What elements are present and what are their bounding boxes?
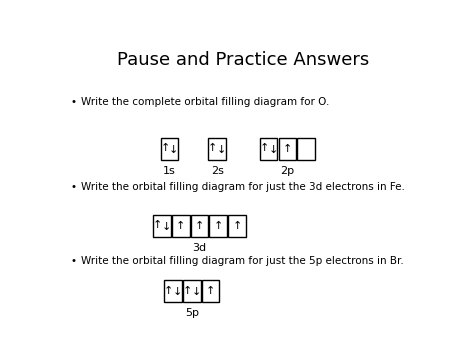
Text: Write the orbital filling diagram for just the 5p electrons in Br.: Write the orbital filling diagram for ju…	[82, 256, 404, 266]
Bar	[172, 215, 190, 237]
Bar	[161, 138, 178, 160]
Text: ↑: ↑	[232, 221, 242, 231]
Text: ↑: ↑	[160, 143, 170, 153]
Text: ↑: ↑	[164, 285, 173, 295]
Bar	[153, 215, 171, 237]
Text: •: •	[70, 256, 76, 266]
Bar	[209, 138, 226, 160]
Text: ↑: ↑	[260, 143, 269, 153]
Bar	[260, 138, 277, 160]
Bar	[297, 138, 315, 160]
Text: ↓: ↓	[162, 222, 171, 231]
Text: 3d: 3d	[192, 243, 207, 253]
Text: ↓: ↓	[191, 287, 201, 297]
Bar	[279, 138, 296, 160]
Text: Write the orbital filling diagram for just the 3d electrons in Fe.: Write the orbital filling diagram for ju…	[82, 182, 405, 192]
Text: •: •	[70, 97, 76, 107]
Bar	[164, 280, 182, 302]
Text: 2p: 2p	[280, 166, 294, 176]
Text: 1s: 1s	[163, 166, 176, 176]
Text: ↓: ↓	[268, 145, 278, 155]
Text: ↑: ↑	[283, 144, 292, 154]
Bar	[202, 280, 219, 302]
Text: ↑: ↑	[206, 286, 215, 296]
Text: ↑: ↑	[208, 143, 218, 153]
Text: Pause and Practice Answers: Pause and Practice Answers	[117, 51, 369, 69]
Text: ↑: ↑	[153, 220, 163, 230]
Bar	[183, 280, 201, 302]
Text: ↓: ↓	[169, 145, 179, 155]
Bar	[191, 215, 209, 237]
Text: 5p: 5p	[185, 308, 199, 318]
Text: ↑: ↑	[195, 221, 204, 231]
Bar	[228, 215, 246, 237]
Text: 2s: 2s	[211, 166, 224, 176]
Text: ↑: ↑	[183, 285, 192, 295]
Bar	[210, 215, 227, 237]
Text: ↓: ↓	[173, 287, 182, 297]
Text: •: •	[70, 182, 76, 192]
Text: ↓: ↓	[217, 145, 226, 155]
Text: ↑: ↑	[214, 221, 223, 231]
Text: ↑: ↑	[176, 221, 185, 231]
Text: Write the complete orbital filling diagram for O.: Write the complete orbital filling diagr…	[82, 97, 329, 107]
